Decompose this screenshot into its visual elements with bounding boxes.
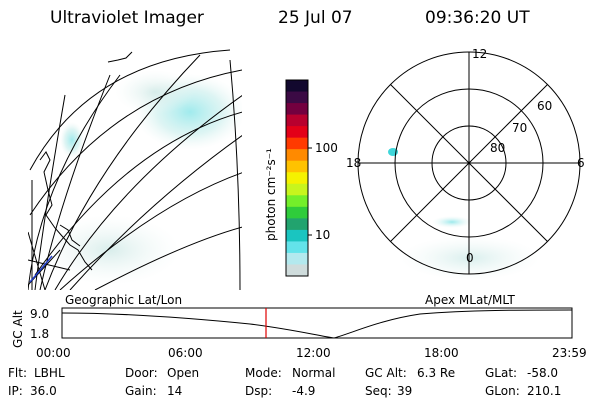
colorbar-segment [286,241,308,254]
colorbar-segment [286,264,308,277]
door-label: Door: [125,366,158,380]
gain-value: 14 [167,384,183,398]
mode-label: Mode: [245,366,282,380]
polar-label-70: 70 [512,121,528,135]
colorbar-segment [286,149,308,162]
colorbar-segment [286,229,308,242]
colorbar-segment [286,103,308,116]
colorbar-segment [286,160,308,173]
seq-value: 39 [397,384,413,398]
instrument-title: Ultraviolet Imager [50,8,204,28]
timeline-left-label: Geographic Lat/Lon [65,293,183,307]
colorbar-segment [286,172,308,185]
gcalt-label: GC Alt: [365,366,407,380]
polar-label-60: 60 [537,99,553,113]
timeline-right-label: Apex MLat/MLT [425,293,515,307]
dsp-value: -4.9 [292,384,316,398]
colorbar-segment [286,114,308,127]
timeline-y-bottom: 1.8 [30,327,50,341]
gain-label: Gain: [125,384,157,398]
date-label: 25 Jul 07 [278,8,353,28]
timeline-tick-0000: 00:00 [36,346,71,360]
timeline-tick-2359: 23:59 [552,346,587,360]
flt-label: Flt: [8,366,27,380]
time-label: 09:36:20 UT [425,8,530,28]
ip-value: 36.0 [30,384,57,398]
glat-value: -58.0 [527,366,559,380]
timeline-tick-1200: 12:00 [296,346,331,360]
colorbar-segment [286,195,308,208]
door-value: Open [167,366,200,380]
colorbar-segment [286,80,308,93]
ip-label: IP: [8,384,23,398]
glon-value: 210.1 [527,384,562,398]
colorbar-border [285,79,309,277]
glon-label: GLon: [485,384,520,398]
flt-value: LBHL [34,366,65,380]
colorbar-segment [286,137,308,150]
colorbar-tick-10: 10 [315,228,331,242]
seq-label: Seq: [365,384,392,398]
glat-label: GLat: [485,366,518,380]
timeline-tick-0600: 06:00 [168,346,203,360]
colorbar-segment [286,218,308,231]
colorbar-segment [286,183,308,196]
colorbar-segment [286,91,308,104]
polar-label-80: 80 [490,141,506,155]
polar-label-12: 12 [472,47,488,61]
gcalt-value: 6.3 Re [417,366,456,380]
polar-label-0: 0 [466,251,474,265]
mode-value: Normal [292,366,336,380]
dsp-label: Dsp: [245,384,273,398]
colorbar-segment [286,126,308,139]
timeline-tick-1800: 18:00 [424,346,459,360]
polar-label-6: 6 [577,156,585,170]
polar-label-18: 18 [346,156,362,170]
colorbar-tick-100: 100 [315,141,338,155]
colorbar-segment [286,252,308,265]
timeline-y-top: 9.0 [30,307,50,321]
colorbar-segment [286,206,308,219]
